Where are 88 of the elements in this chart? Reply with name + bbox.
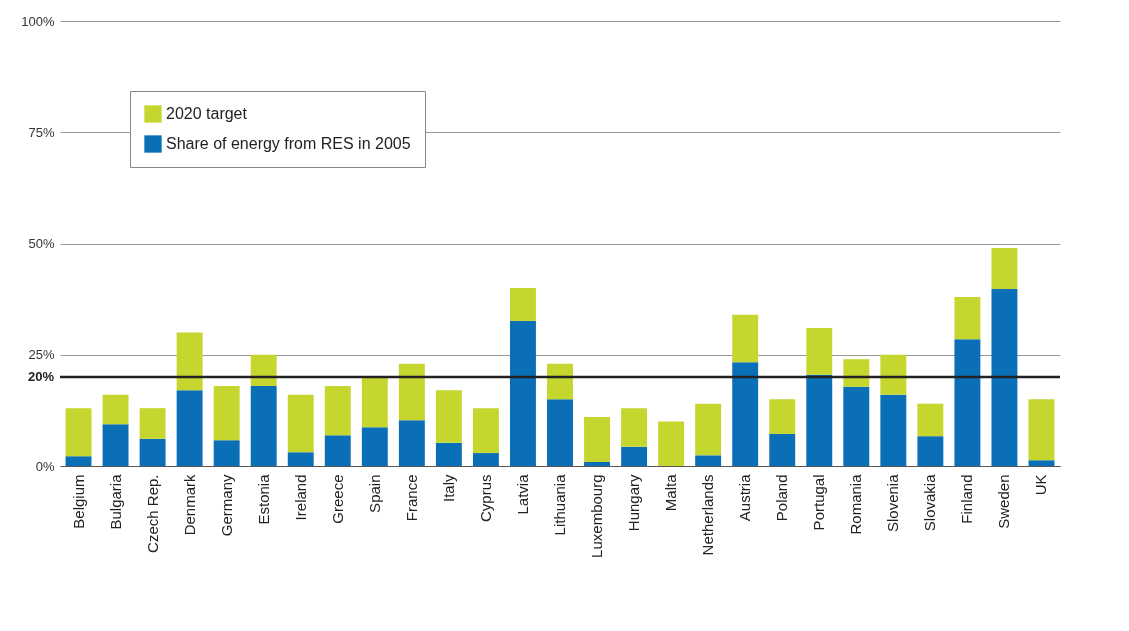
bar [398, 363, 425, 421]
bar [1028, 399, 1055, 461]
x-tick-label: Malta [662, 473, 680, 512]
bar [880, 394, 907, 466]
x-tick-label: Finland [958, 474, 976, 524]
bar [65, 456, 92, 466]
bar [139, 408, 166, 439]
bar [1028, 460, 1055, 466]
bar [287, 394, 314, 453]
bar [361, 377, 388, 428]
x-tick-label: Cyprus [476, 474, 494, 523]
bar [732, 314, 759, 363]
bar [250, 385, 277, 466]
bar [102, 424, 129, 466]
bar [880, 354, 907, 395]
bar [769, 399, 796, 434]
bar [213, 385, 240, 441]
bar [472, 453, 499, 466]
x-tick-label: Denmark [180, 474, 198, 536]
legend-label: 2020 target [166, 105, 248, 122]
bar [287, 452, 314, 466]
bar [584, 462, 610, 466]
x-tick-label: Italy [439, 474, 457, 503]
ref-line-label: 20% [27, 369, 55, 384]
x-tick-label: Germany [217, 474, 235, 537]
bar [769, 433, 796, 466]
y-tick-label: 75% [28, 124, 55, 140]
bar [806, 328, 833, 375]
bar [435, 442, 462, 466]
bar [621, 408, 648, 447]
bar [695, 403, 722, 456]
bar [843, 359, 870, 387]
x-tick-label: Luxembourg [588, 474, 606, 558]
bar [139, 438, 166, 466]
x-tick-label: Sweden [995, 474, 1013, 529]
x-tick-label: France [402, 474, 420, 522]
x-tick-label: Hungary [625, 474, 643, 532]
bar [398, 420, 425, 466]
x-tick-label: Portugal [810, 474, 828, 531]
y-tick-label: 0% [35, 458, 55, 474]
bar [917, 403, 944, 437]
bar [954, 339, 981, 466]
x-tick-label: Latvia [513, 473, 531, 515]
bar [510, 320, 536, 466]
bar [510, 288, 536, 321]
bar [472, 408, 499, 454]
bar [547, 363, 573, 400]
x-tick-label: Belgium [69, 474, 87, 529]
x-tick-label: Lithuania [551, 473, 568, 536]
x-tick-label: Greece [328, 474, 346, 524]
bar [324, 435, 351, 466]
x-tick-label: Austria [736, 473, 754, 522]
x-tick-label: Romania [847, 473, 865, 535]
x-tick-label: Estonia [254, 473, 272, 525]
bar [991, 247, 1018, 289]
bar [843, 386, 870, 466]
y-tick-label: 25% [28, 347, 55, 363]
bar [806, 374, 833, 466]
x-tick-label: Spain [365, 474, 383, 513]
bar [65, 408, 92, 457]
bar [102, 394, 129, 425]
x-tick-label: Ireland [291, 474, 309, 521]
bar [695, 455, 722, 466]
bar [658, 421, 685, 466]
bar [361, 427, 388, 466]
x-tick-label: Poland [773, 474, 791, 522]
x-tick-label: UK [1032, 474, 1050, 496]
bar [324, 385, 351, 436]
bar [250, 354, 277, 386]
y-tick-label: 50% [28, 236, 55, 251]
bar [176, 390, 203, 466]
legend-label: Share of energy from RES in 2005 [166, 135, 411, 152]
x-tick-label: Czech Rep. [143, 474, 161, 553]
bar [621, 446, 648, 466]
x-tick-label: Netherlands [699, 474, 717, 556]
bar [732, 362, 759, 466]
bar [991, 288, 1018, 466]
bar [917, 436, 944, 466]
bar [584, 417, 610, 462]
x-tick-label: Slovakia [921, 473, 939, 532]
bar [176, 332, 203, 391]
bar [213, 440, 240, 466]
x-tick-label: Bulgaria [106, 473, 124, 530]
bar [547, 399, 573, 466]
x-tick-label: Slovenia [884, 473, 902, 533]
bar [435, 390, 462, 443]
y-tick-label: 100% [21, 13, 55, 29]
bar [954, 296, 981, 340]
